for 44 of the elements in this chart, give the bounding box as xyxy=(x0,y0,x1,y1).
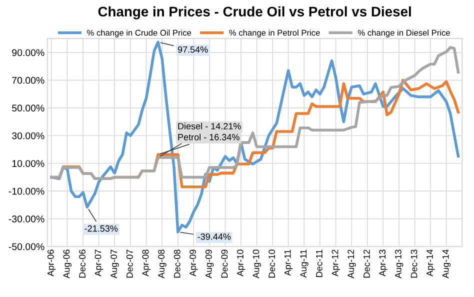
y-tick-label: -50.00% xyxy=(8,243,44,250)
x-tick-label: Aug-07 xyxy=(110,250,119,278)
annotation: 97.54% xyxy=(178,46,208,53)
x-tick-label: Aug-10 xyxy=(252,250,261,278)
x-tick-label: Apr-07 xyxy=(94,250,103,276)
y-tick-label: 50.00% xyxy=(12,104,44,112)
annotation: Diesel - 14.21% xyxy=(178,122,241,130)
x-tick-label: Apr-14 xyxy=(426,250,435,276)
x-tick-label: Apr-10 xyxy=(236,250,246,276)
annotation: -39.44% xyxy=(198,233,231,240)
legend-label: % change in Diesel Price xyxy=(358,30,450,38)
x-tick-label: Aug-11 xyxy=(300,250,308,278)
x-tick-label: Apr-08 xyxy=(142,250,150,276)
x-tick-label: Aug-08 xyxy=(158,250,166,278)
x-tick-label: Aug-14 xyxy=(442,250,451,278)
y-tick-label: -30.00% xyxy=(8,216,44,222)
x-tick-label: Dec-12 xyxy=(363,250,370,278)
x-tick-label: Dec-09 xyxy=(221,250,228,278)
x-tick-label: Dec-06 xyxy=(79,250,86,278)
y-tick-label: 90.00% xyxy=(12,49,44,56)
annotation: Petrol - 16.34% xyxy=(178,134,240,140)
y-tick-label: 30.00% xyxy=(12,132,44,140)
x-tick-label: Dec-08 xyxy=(174,250,180,278)
legend-label: % change in Crude Oil Price xyxy=(87,30,192,38)
x-tick-label: Apr-13 xyxy=(379,250,388,276)
x-tick-label: Apr-12 xyxy=(332,250,340,276)
x-tick-label: Apr-11 xyxy=(284,250,293,276)
chart-title: Change in Prices - Crude Oil vs Petrol vs Diesel xyxy=(98,6,411,20)
x-tick-label: Dec-11 xyxy=(316,250,322,277)
legend-label: % change in Petrol Price xyxy=(229,30,320,38)
x-tick-label: Dec-13 xyxy=(410,250,418,278)
x-tick-label: Aug-12 xyxy=(348,250,356,278)
line-series xyxy=(50,46,460,180)
x-tick-label: Dec-10 xyxy=(268,250,276,278)
x-tick-label: Apr-09 xyxy=(190,250,198,276)
y-tick-label: -10.00% xyxy=(8,188,44,195)
y-tick-label: 70.00% xyxy=(12,76,44,84)
x-tick-label: Dec-07 xyxy=(126,250,133,278)
x-tick-label: Aug-13 xyxy=(395,250,404,278)
x-tick-label: Aug-09 xyxy=(205,250,214,278)
y-tick-label: 10.00% xyxy=(12,160,44,167)
annotation: -21.53% xyxy=(84,225,118,232)
x-tick-label: Apr-06 xyxy=(47,250,56,276)
x-tick-label: Aug-06 xyxy=(63,250,72,278)
